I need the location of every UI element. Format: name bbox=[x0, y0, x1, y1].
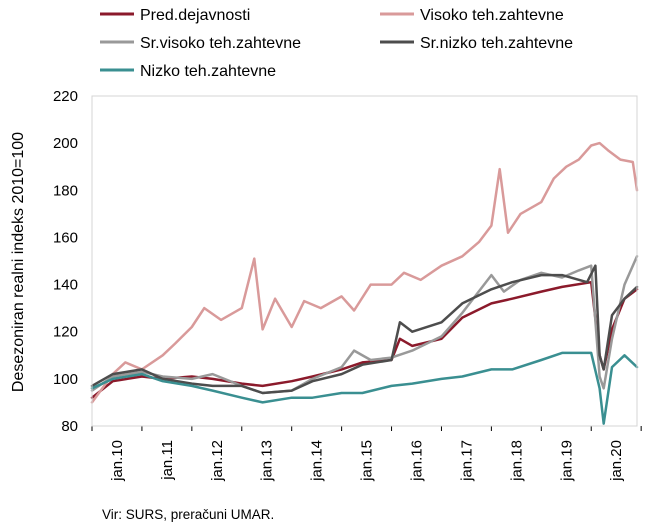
x-axis: jan.10 jan.11 jan.12 jan.13 jan.14 jan.15 jan.… bbox=[91, 425, 642, 482]
y-tick-label: 140 bbox=[53, 277, 78, 294]
y-tick-label: 80 bbox=[61, 418, 78, 435]
plot-frame bbox=[91, 95, 638, 427]
x-tick-label: jan.17 bbox=[458, 440, 475, 482]
y-tick-label: 100 bbox=[53, 371, 78, 388]
legend-label: Visoko teh.zahtevne bbox=[420, 7, 564, 24]
x-tick-label: jan.10 bbox=[109, 440, 126, 482]
y-tick-label: 180 bbox=[53, 182, 78, 199]
legend-label: Pred.dejavnosti bbox=[140, 7, 250, 24]
y-tick-label: 200 bbox=[53, 135, 78, 152]
x-tick-label: jan.13 bbox=[259, 440, 276, 482]
x-tick-label: jan.14 bbox=[309, 440, 326, 482]
series-line bbox=[90, 255, 639, 395]
x-tick-label: jan.12 bbox=[209, 440, 226, 482]
y-axis-label: Desezoniran realni indeks 2010=100 bbox=[10, 132, 27, 392]
y-tick-label: 120 bbox=[53, 324, 78, 341]
series-line bbox=[90, 264, 639, 395]
x-tick-label: jan.19 bbox=[558, 440, 575, 482]
series-line bbox=[90, 141, 639, 404]
y-tick-label: 160 bbox=[53, 229, 78, 246]
y-axis: 80 100 120 140 160 180 200 220 bbox=[53, 88, 78, 435]
x-tick-label: jan.11 bbox=[159, 440, 176, 481]
x-tick-label: jan.16 bbox=[409, 440, 426, 482]
x-tick-label: jan.15 bbox=[359, 440, 376, 482]
legend-label: Sr.nizko teh.zahtevne bbox=[420, 35, 573, 52]
x-tick-label: jan.18 bbox=[508, 440, 525, 482]
series-lines bbox=[90, 141, 639, 425]
legend: Pred.dejavnosti Visoko teh.zahtevne Sr.vis… bbox=[100, 7, 573, 80]
x-tick-label: jan.20 bbox=[608, 440, 625, 482]
source-note: Vir: SURS, preračuni UMAR. bbox=[102, 507, 275, 522]
y-tick-label: 220 bbox=[53, 88, 78, 105]
legend-label: Sr.visoko teh.zahtevne bbox=[140, 35, 301, 52]
series-line bbox=[90, 351, 639, 425]
legend-label: Nizko teh.zahtevne bbox=[140, 63, 276, 80]
